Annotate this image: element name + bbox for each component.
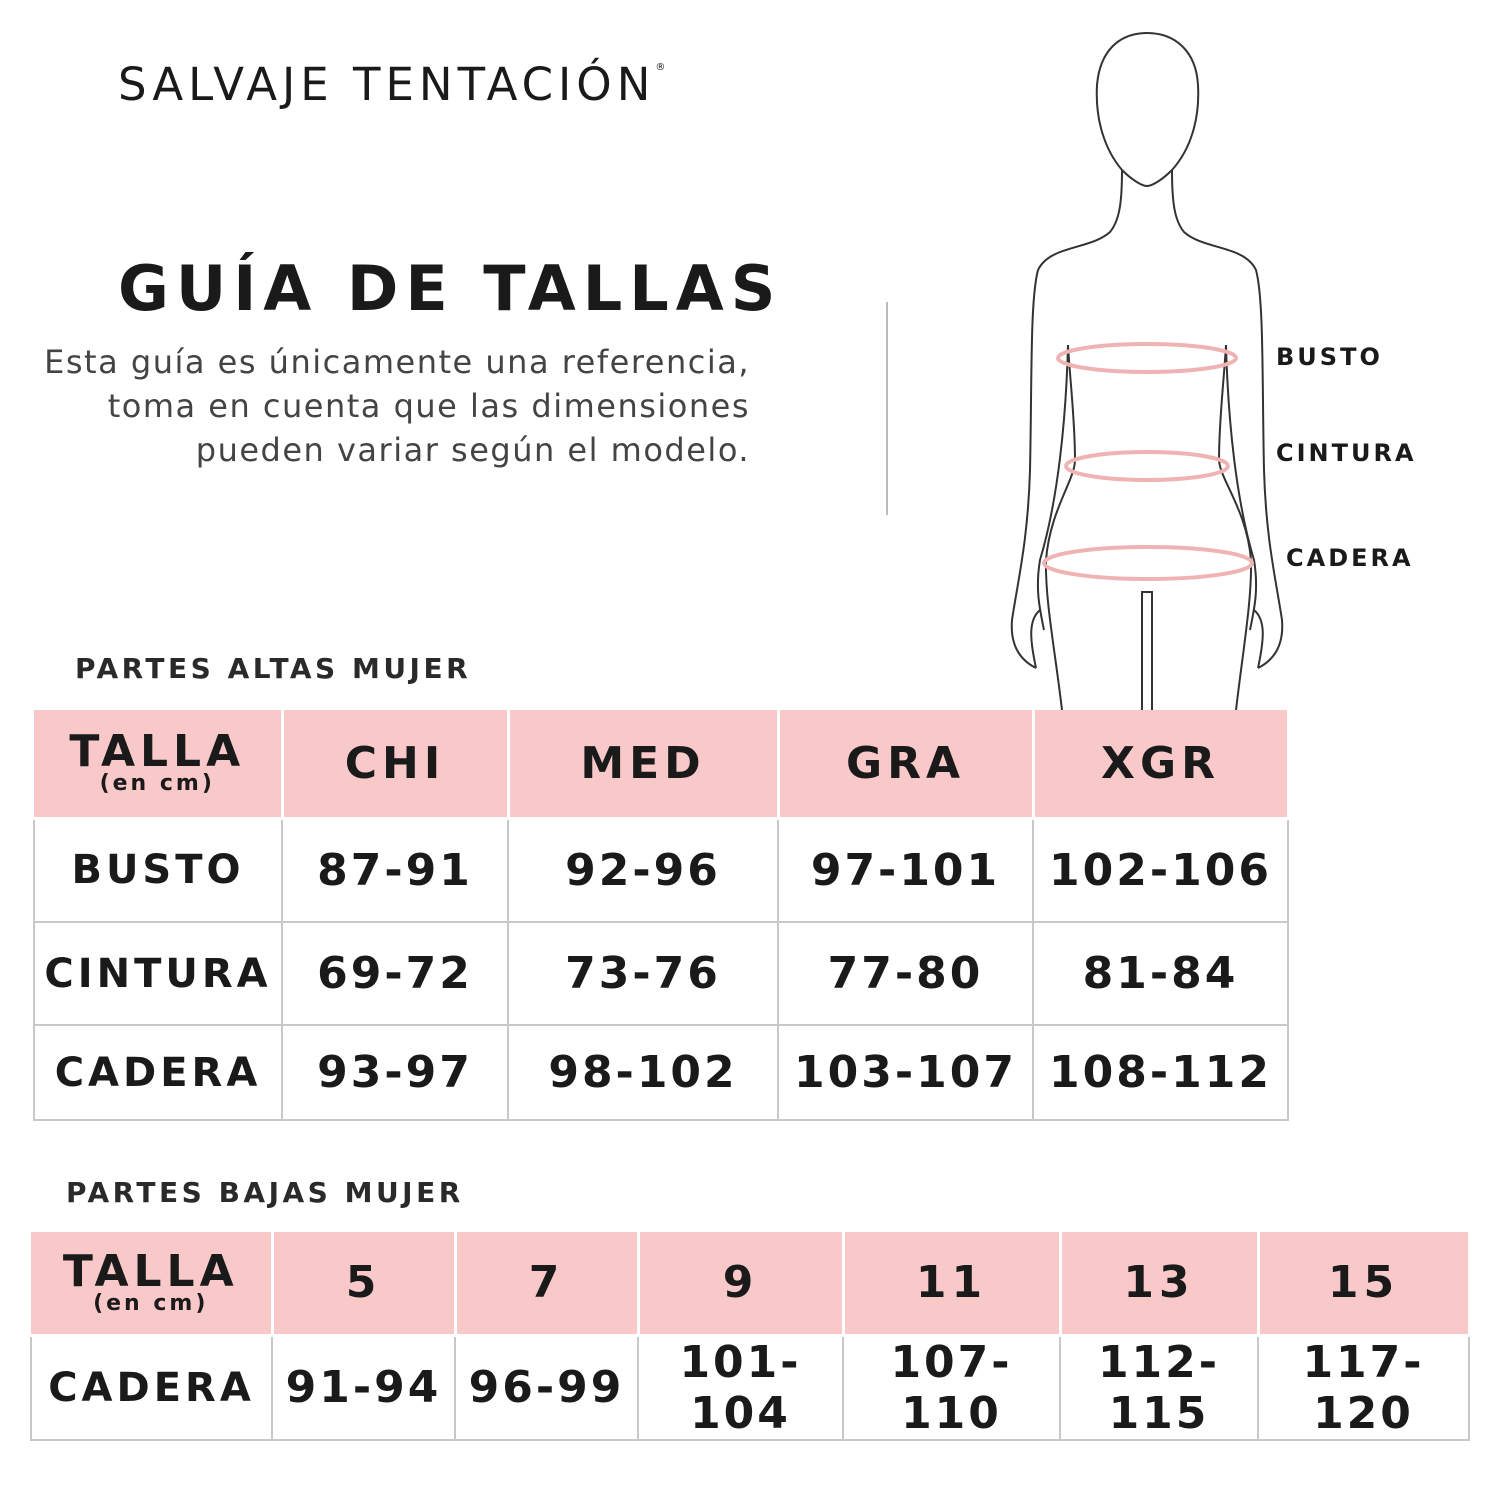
column-header: 9	[638, 1232, 845, 1337]
unit-label: (en cm)	[99, 771, 215, 797]
figure-label-cintura: CINTURA	[1276, 439, 1417, 467]
registered-mark: ®	[655, 62, 666, 73]
cintura-measure-ring	[1064, 450, 1230, 482]
table-cell: 96-99	[454, 1334, 639, 1441]
column-header: XGR	[1033, 710, 1290, 820]
busto-measure-ring	[1056, 342, 1238, 374]
table-cell: 107-110	[842, 1334, 1061, 1441]
lower-size-table: TALLA (en cm) 5 7 9 11 13 15 CADERA 91-94…	[30, 1232, 1471, 1441]
column-header: 13	[1060, 1232, 1260, 1337]
column-header: GRA	[778, 710, 1035, 820]
arm-inner-left	[1030, 344, 1069, 669]
upper-section-title: PARTES ALTAS MUJER	[75, 652, 472, 685]
description: Esta guía es únicamente una referencia, …	[44, 343, 750, 469]
table-cell: 97-101	[777, 817, 1034, 923]
column-header: CHI	[282, 710, 510, 820]
page-title: GUÍA DE TALLAS	[118, 252, 783, 325]
brand-logo: SALVAJE TENTACIÓN®	[118, 58, 665, 111]
table-cell: 98-102	[507, 1024, 779, 1121]
body-outline-left	[1010, 169, 1123, 711]
leg-gap	[1141, 591, 1153, 710]
table-row: CADERA 91-94 96-99 101-104 107-110 112-1…	[30, 1334, 1470, 1441]
row-label: CINTURA	[33, 921, 283, 1026]
table-cell: 73-76	[507, 921, 779, 1026]
head-outline	[1095, 31, 1200, 188]
table-cell: 81-84	[1032, 921, 1289, 1026]
table-cell: 108-112	[1032, 1024, 1289, 1121]
table-row: CADERA 93-97 98-102 103-107 108-112	[33, 1024, 1289, 1121]
table-cell: 102-106	[1032, 817, 1289, 923]
body-figure-illustration	[1010, 31, 1284, 711]
talla-header: TALLA (en cm)	[34, 710, 284, 820]
row-label: CADERA	[30, 1334, 273, 1441]
row-label: BUSTO	[33, 817, 283, 923]
column-header: 15	[1258, 1232, 1471, 1337]
talla-label: TALLA	[62, 1245, 239, 1297]
table-cell: 112-115	[1059, 1334, 1259, 1441]
table-cell: 91-94	[271, 1334, 456, 1441]
column-header: 5	[272, 1232, 457, 1337]
table-row: BUSTO 87-91 92-96 97-101 102-106	[33, 817, 1289, 923]
table-cell: 103-107	[777, 1024, 1034, 1121]
figure-label-cadera: CADERA	[1286, 544, 1414, 572]
talla-label: TALLA	[69, 726, 246, 778]
table-cell: 69-72	[281, 921, 509, 1026]
table-cell: 117-120	[1257, 1334, 1470, 1441]
column-header: 7	[455, 1232, 640, 1337]
cadera-measure-ring	[1042, 545, 1254, 581]
body-outline-right	[1171, 169, 1284, 711]
figure-label-busto: BUSTO	[1276, 343, 1383, 371]
unit-label: (en cm)	[93, 1290, 209, 1316]
table-cell: 92-96	[507, 817, 779, 923]
table-header-row: TALLA (en cm) CHI MED GRA XGR	[34, 710, 1290, 820]
table-cell: 87-91	[281, 817, 509, 923]
table-header-row: TALLA (en cm) 5 7 9 11 13 15	[31, 1232, 1471, 1337]
table-cell: 93-97	[281, 1024, 509, 1121]
column-header: 11	[843, 1232, 1062, 1337]
table-row: CINTURA 69-72 73-76 77-80 81-84	[33, 921, 1289, 1026]
divider	[886, 302, 888, 515]
upper-size-table: TALLA (en cm) CHI MED GRA XGR BUSTO 87-91…	[33, 710, 1290, 1121]
brand-name: SALVAJE TENTACIÓN	[118, 58, 656, 111]
talla-header: TALLA (en cm)	[31, 1232, 274, 1337]
table-cell: 77-80	[777, 921, 1034, 1026]
lower-section-title: PARTES BAJAS MUJER	[66, 1176, 464, 1209]
column-header: MED	[508, 710, 780, 820]
arm-inner-right	[1225, 344, 1264, 669]
row-label: CADERA	[33, 1024, 283, 1121]
table-cell: 101-104	[637, 1334, 844, 1441]
